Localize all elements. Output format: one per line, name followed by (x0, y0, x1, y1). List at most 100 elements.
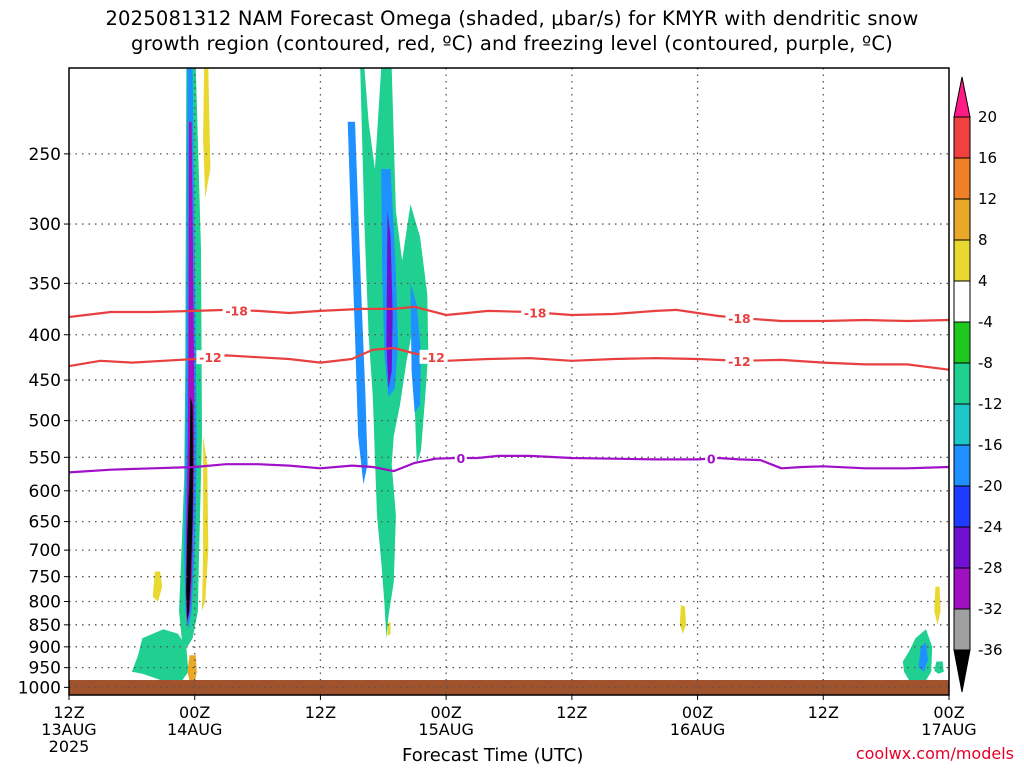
title-line-2: growth region (contoured, red, ºC) and f… (131, 32, 893, 55)
y-tick-label: 850 (29, 616, 61, 636)
x-tick-label: 12Z (556, 703, 587, 722)
x-tick-label: 12Z (53, 703, 84, 722)
plot-frame (68, 67, 950, 696)
contour-label-bg (419, 349, 448, 364)
x-tick-label: 2025 (49, 737, 90, 756)
x-tick-label: 15AUG (418, 720, 473, 739)
omega-region (934, 586, 941, 625)
contour-label-bg (725, 353, 754, 368)
colorbar-label: 8 (978, 231, 988, 249)
x-tick-label: 00Z (933, 703, 964, 722)
omega-region (934, 661, 944, 674)
x-tick-label: 12Z (808, 703, 839, 722)
colorbar-label: 4 (978, 272, 988, 290)
omega-region (330, 68, 429, 639)
x-tick-label: 12Z (305, 703, 336, 722)
colorbar-box (953, 485, 971, 528)
omega-region (202, 435, 209, 611)
colorbar-label: -12 (978, 395, 1003, 413)
y-axis: 2503003504004505005506006507007508008509… (18, 145, 69, 698)
contour-label: -18 (225, 303, 248, 318)
grid-layer (69, 68, 949, 695)
omega-region (187, 655, 197, 686)
y-tick-label: 900 (29, 638, 61, 658)
y-tick-label: 500 (29, 412, 61, 432)
omega-region (152, 571, 163, 602)
colorbar-box (953, 321, 971, 364)
y-tick-label: 950 (29, 659, 61, 679)
colorbar-label: -36 (978, 641, 1003, 659)
colorbar: 20 16 12 8 4 -4 -8 -12 -16 -20 -24 -28 -32 -36 (953, 76, 1003, 693)
colorbar-bottom-arrow (953, 649, 971, 693)
colorbar-box (953, 526, 971, 569)
y-tick-label: 600 (29, 482, 61, 502)
omega-region (410, 283, 421, 413)
colorbar-box (953, 198, 971, 241)
contour-label: -12 (199, 350, 222, 365)
colorbar-top-arrow (953, 76, 971, 118)
contour-line (69, 454, 949, 474)
contour-label: 0 (707, 451, 716, 466)
y-tick-label: 550 (29, 448, 61, 468)
colorbar-label: -24 (978, 518, 1003, 536)
colorbar-box (953, 608, 971, 651)
colorbar-label: -32 (978, 600, 1003, 618)
contour-label: -18 (728, 311, 751, 326)
omega-region (387, 622, 391, 636)
contour-label-bg (705, 451, 718, 466)
chart-title: 2025081312 NAM Forecast Omega (shaded, μ… (0, 6, 1024, 56)
colorbar-box (953, 362, 971, 405)
omega-region (186, 396, 194, 621)
contour-layer: -18 -18 -18 -12 -12 -12 0 0 (69, 303, 949, 474)
colorbar-box (953, 116, 971, 159)
y-tick-label: 350 (29, 274, 61, 294)
x-tick-label: 00Z (179, 703, 210, 722)
contour-label: -12 (728, 354, 751, 369)
colorbar-box (953, 403, 971, 446)
x-tick-label: 13AUG (41, 720, 96, 739)
title-line-1: 2025081312 NAM Forecast Omega (shaded, μ… (105, 7, 919, 30)
x-tick-label: 16AUG (670, 720, 725, 739)
colorbar-label: -8 (978, 354, 993, 372)
contour-label-bg (196, 350, 225, 365)
omega-region (131, 629, 189, 684)
y-tick-label: 800 (29, 593, 61, 613)
omega-region (347, 121, 368, 485)
y-tick-label: 1000 (18, 678, 61, 698)
colorbar-label: -20 (978, 477, 1003, 495)
contour-label: -18 (524, 305, 547, 320)
colorbar-label: -16 (978, 436, 1003, 454)
colorbar-box (953, 157, 971, 200)
x-tick-label: 00Z (682, 703, 713, 722)
x-tick-label: 14AUG (167, 720, 222, 739)
contour-label-bg (454, 451, 467, 466)
x-tick-label: 00Z (430, 703, 461, 722)
colorbar-label: -4 (978, 313, 993, 331)
y-tick-label: 300 (29, 215, 61, 235)
y-tick-label: 400 (29, 326, 61, 346)
contour-label-bg (725, 311, 754, 326)
contour-label-bg (521, 305, 550, 320)
colorbar-box (953, 280, 971, 323)
omega-region (386, 211, 393, 389)
colorbar-label: -28 (978, 559, 1003, 577)
contour-label-bg (222, 303, 251, 318)
y-tick-label: 700 (29, 541, 61, 561)
x-tick-label: 17AUG (921, 720, 976, 739)
y-tick-label: 750 (29, 568, 61, 588)
ground-surface (69, 680, 949, 695)
colorbar-box (953, 239, 971, 282)
credit-text: coolwx.com/models (855, 744, 1014, 763)
y-tick-label: 250 (29, 145, 61, 165)
omega-shading-layer (131, 68, 944, 688)
y-tick-label: 450 (29, 371, 61, 391)
colorbar-label: 16 (978, 149, 997, 167)
omega-region (203, 68, 211, 198)
x-axis-label: Forecast Time (UTC) (402, 745, 584, 766)
y-tick-label: 650 (29, 513, 61, 533)
colorbar-box (953, 567, 971, 610)
contour-label: 0 (456, 451, 465, 466)
colorbar-box (953, 444, 971, 487)
